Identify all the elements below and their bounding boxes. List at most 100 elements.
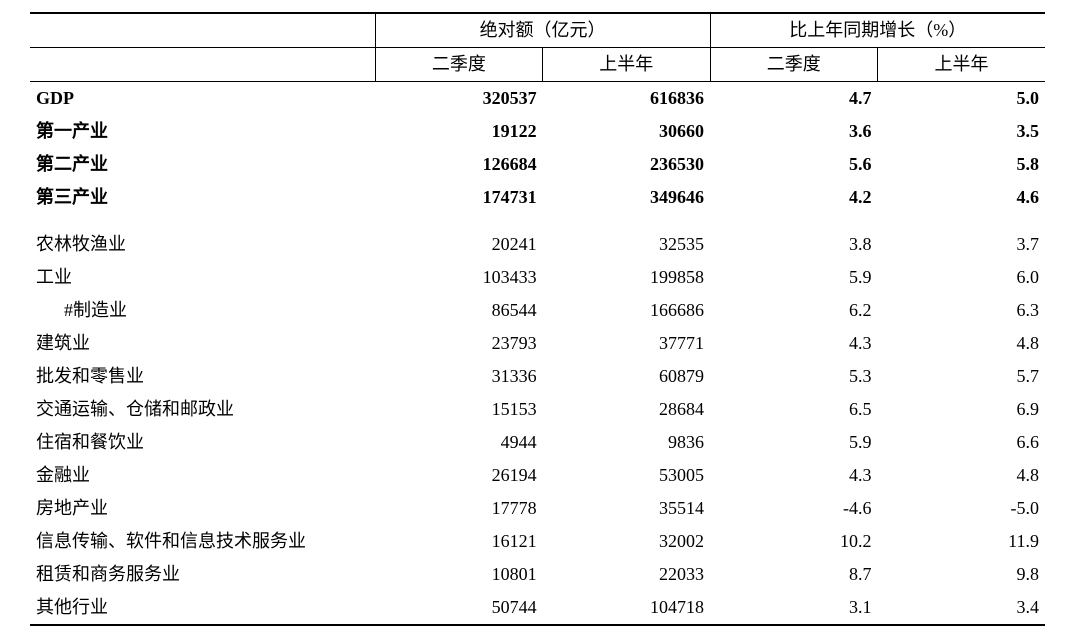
cell-q2-pct: 6.2 [710, 294, 877, 327]
cell-q2-abs: 50744 [375, 591, 542, 625]
cell-h1-abs: 199858 [543, 261, 710, 294]
cell-h1-pct: 5.7 [878, 360, 1046, 393]
cell-q2-abs: 31336 [375, 360, 542, 393]
cell-q2-pct: 4.3 [710, 327, 877, 360]
cell-h1-abs: 60879 [543, 360, 710, 393]
cell-h1-pct: 4.8 [878, 459, 1046, 492]
spacer-row [30, 214, 1045, 228]
row-label: #制造业 [30, 294, 375, 327]
cell-q2-abs: 16121 [375, 525, 542, 558]
cell-q2-pct: 6.5 [710, 393, 877, 426]
cell-q2-pct: 5.6 [710, 148, 877, 181]
cell-h1-pct: 4.6 [878, 181, 1046, 214]
table-row: 第二产业1266842365305.65.8 [30, 148, 1045, 181]
table-row: 信息传输、软件和信息技术服务业161213200210.211.9 [30, 525, 1045, 558]
cell-h1-abs: 349646 [543, 181, 710, 214]
table-row: 工业1034331998585.96.0 [30, 261, 1045, 294]
cell-h1-pct: 3.7 [878, 228, 1046, 261]
table-row: 住宿和餐饮业494498365.96.6 [30, 426, 1045, 459]
cell-q2-pct: 3.6 [710, 115, 877, 148]
row-label: 第三产业 [30, 181, 375, 214]
cell-h1-pct: -5.0 [878, 492, 1046, 525]
row-label: 建筑业 [30, 327, 375, 360]
header-sub-q2-pct: 二季度 [710, 48, 877, 82]
header-sub-blank [30, 48, 375, 82]
header-sub-h1-abs: 上半年 [543, 48, 710, 82]
cell-q2-pct: 5.9 [710, 261, 877, 294]
table-row: 房地产业1777835514-4.6-5.0 [30, 492, 1045, 525]
header-group-absolute: 绝对额（亿元） [375, 13, 710, 48]
cell-h1-pct: 3.5 [878, 115, 1046, 148]
cell-q2-pct: 8.7 [710, 558, 877, 591]
cell-h1-pct: 5.8 [878, 148, 1046, 181]
row-label: 其他行业 [30, 591, 375, 625]
table-row: 交通运输、仓储和邮政业15153286846.56.9 [30, 393, 1045, 426]
cell-h1-abs: 166686 [543, 294, 710, 327]
header-sub-h1-pct: 上半年 [878, 48, 1046, 82]
cell-h1-abs: 104718 [543, 591, 710, 625]
row-label: 信息传输、软件和信息技术服务业 [30, 525, 375, 558]
cell-h1-abs: 22033 [543, 558, 710, 591]
header-sub-q2-abs: 二季度 [375, 48, 542, 82]
row-label: 租赁和商务服务业 [30, 558, 375, 591]
table-row: #制造业865441666866.26.3 [30, 294, 1045, 327]
spacer-cell [30, 214, 1045, 228]
table-row: 农林牧渔业20241325353.83.7 [30, 228, 1045, 261]
table-header-sub-row: 二季度 上半年 二季度 上半年 [30, 48, 1045, 82]
table-row: 批发和零售业31336608795.35.7 [30, 360, 1045, 393]
table-row: 第三产业1747313496464.24.6 [30, 181, 1045, 214]
cell-h1-pct: 6.0 [878, 261, 1046, 294]
cell-h1-abs: 28684 [543, 393, 710, 426]
cell-q2-pct: 5.3 [710, 360, 877, 393]
cell-q2-pct: 4.3 [710, 459, 877, 492]
cell-q2-abs: 23793 [375, 327, 542, 360]
row-label: 住宿和餐饮业 [30, 426, 375, 459]
cell-q2-pct: 4.7 [710, 82, 877, 116]
cell-q2-abs: 26194 [375, 459, 542, 492]
cell-q2-abs: 20241 [375, 228, 542, 261]
cell-h1-pct: 3.4 [878, 591, 1046, 625]
cell-q2-pct: 3.8 [710, 228, 877, 261]
cell-q2-abs: 320537 [375, 82, 542, 116]
cell-q2-abs: 19122 [375, 115, 542, 148]
cell-h1-pct: 4.8 [878, 327, 1046, 360]
cell-h1-abs: 616836 [543, 82, 710, 116]
gdp-industry-table: 绝对额（亿元） 比上年同期增长（%） 二季度 上半年 二季度 上半年 GDP32… [30, 12, 1045, 626]
cell-q2-abs: 86544 [375, 294, 542, 327]
table-header-group-row: 绝对额（亿元） 比上年同期增长（%） [30, 13, 1045, 48]
cell-h1-pct: 6.9 [878, 393, 1046, 426]
table-body: GDP3205376168364.75.0第一产业19122306603.63.… [30, 82, 1045, 626]
cell-h1-abs: 53005 [543, 459, 710, 492]
cell-h1-pct: 9.8 [878, 558, 1046, 591]
cell-h1-pct: 11.9 [878, 525, 1046, 558]
cell-h1-abs: 236530 [543, 148, 710, 181]
cell-h1-abs: 32002 [543, 525, 710, 558]
cell-q2-abs: 103433 [375, 261, 542, 294]
cell-h1-abs: 35514 [543, 492, 710, 525]
cell-h1-abs: 37771 [543, 327, 710, 360]
cell-q2-pct: 4.2 [710, 181, 877, 214]
table-row: 租赁和商务服务业10801220338.79.8 [30, 558, 1045, 591]
cell-h1-abs: 9836 [543, 426, 710, 459]
cell-h1-abs: 32535 [543, 228, 710, 261]
cell-q2-abs: 126684 [375, 148, 542, 181]
table-row: 其他行业507441047183.13.4 [30, 591, 1045, 625]
row-label: 批发和零售业 [30, 360, 375, 393]
cell-q2-abs: 4944 [375, 426, 542, 459]
row-label: 农林牧渔业 [30, 228, 375, 261]
row-label: 第一产业 [30, 115, 375, 148]
header-group-growth: 比上年同期增长（%） [710, 13, 1045, 48]
cell-q2-abs: 174731 [375, 181, 542, 214]
row-label: GDP [30, 82, 375, 116]
cell-q2-abs: 10801 [375, 558, 542, 591]
cell-h1-pct: 6.3 [878, 294, 1046, 327]
row-label: 工业 [30, 261, 375, 294]
row-label: 金融业 [30, 459, 375, 492]
table-row: GDP3205376168364.75.0 [30, 82, 1045, 116]
row-label: 第二产业 [30, 148, 375, 181]
row-label: 交通运输、仓储和邮政业 [30, 393, 375, 426]
header-blank [30, 13, 375, 48]
table-row: 第一产业19122306603.63.5 [30, 115, 1045, 148]
cell-h1-pct: 6.6 [878, 426, 1046, 459]
cell-q2-pct: -4.6 [710, 492, 877, 525]
